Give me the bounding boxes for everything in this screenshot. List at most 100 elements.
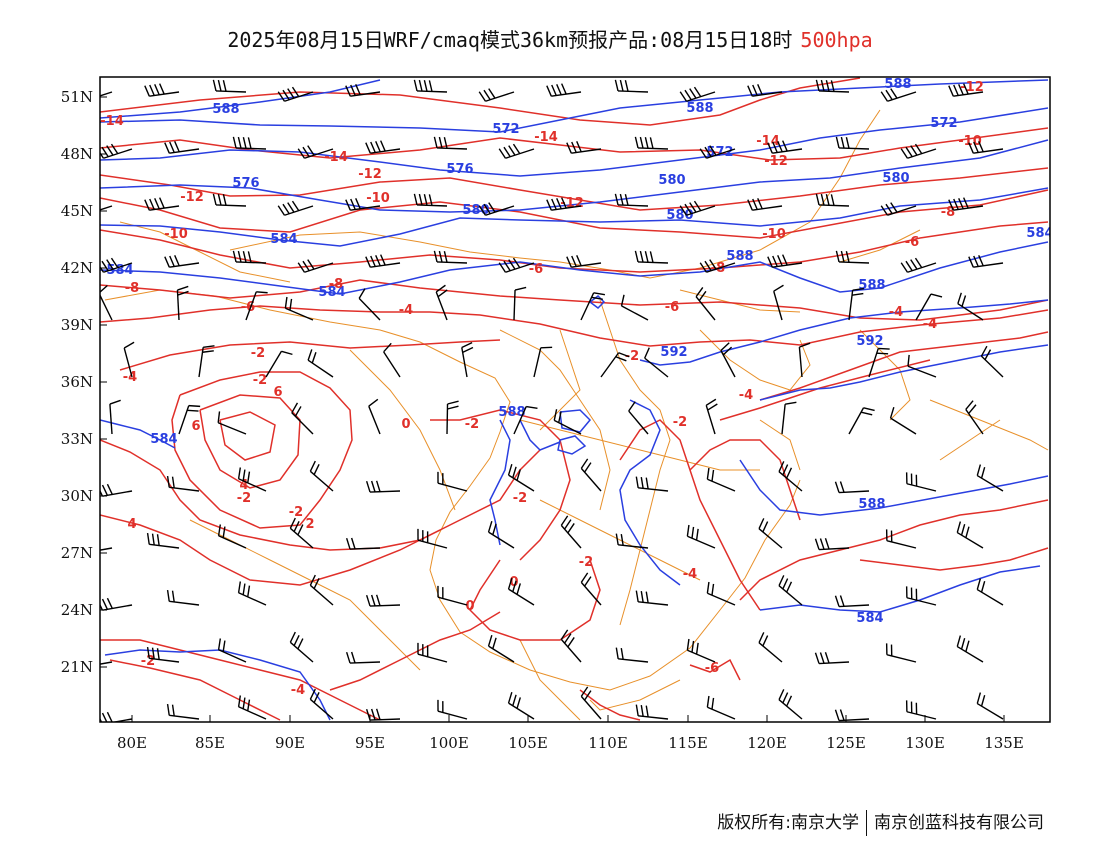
temperature-contour-label: -14 <box>534 130 558 145</box>
temperature-contour <box>689 658 741 681</box>
wind-barb-flag <box>277 205 286 216</box>
wind-barb-flag <box>503 260 511 272</box>
wind-barb <box>345 651 381 664</box>
wind-barb <box>834 709 870 722</box>
wind-barb-flag <box>237 581 242 593</box>
wind-barb <box>758 632 783 663</box>
wind-barb <box>679 86 716 102</box>
wind-barb <box>560 515 582 549</box>
wind-barb <box>634 250 669 264</box>
wind-barb-flag <box>593 292 606 296</box>
wind-barb <box>767 254 803 268</box>
wind-barb-shaft <box>560 638 582 663</box>
wind-barb <box>383 342 401 378</box>
wind-barb <box>437 585 468 606</box>
wind-barb-shaft <box>580 695 602 720</box>
wind-barb-flag <box>978 141 984 153</box>
wind-barb <box>498 143 535 159</box>
copyright-credit: 版权所有:南京大学 南京创蓝科技有限公司 <box>717 808 1044 836</box>
wind-barb-shaft <box>508 702 535 720</box>
wind-barb <box>146 646 180 663</box>
wind-barb <box>212 193 247 207</box>
wind-barb-flag <box>758 518 765 530</box>
wind-barb-flag <box>773 284 784 292</box>
wind-barb-flag <box>706 467 710 480</box>
wind-barb-flag <box>365 142 371 154</box>
height-contour-label: 584 <box>150 432 177 447</box>
lat-tick-label: 27N <box>61 544 93 562</box>
wind-barb-flag <box>447 405 459 410</box>
boundary-line <box>539 329 581 431</box>
wind-barb-flag <box>640 477 644 489</box>
wind-barb-flag <box>443 137 448 149</box>
lat-tick-label: 33N <box>61 430 93 448</box>
wind-barb-flag <box>284 296 288 309</box>
temperature-contour-label: -10 <box>164 227 188 242</box>
wind-barb-shaft <box>103 262 133 273</box>
height-contour-label: 588 <box>212 102 239 117</box>
wind-barb-flag <box>428 80 433 92</box>
wind-barb-flag <box>232 250 237 263</box>
credit-separator <box>866 810 867 836</box>
wind-barb-shaft <box>461 347 468 378</box>
wind-barb-flag <box>772 141 778 153</box>
wind-barb <box>487 634 515 663</box>
wind-barb-flag <box>980 345 988 357</box>
wind-barb-flag <box>973 255 979 267</box>
wind-barb-flag <box>639 136 644 149</box>
temperature-contour-label: -2 <box>253 373 267 388</box>
wind-barb <box>365 708 401 721</box>
wind-barb-flag <box>512 694 517 706</box>
wind-barb <box>705 398 718 435</box>
wind-barb <box>706 695 736 720</box>
height-contour-label: 584 <box>318 285 345 300</box>
title-text: 2025年08月15日WRF/cmaq模式36km预报产品:08月15日18时 <box>227 28 793 52</box>
wind-barb-flag <box>478 91 487 102</box>
wind-barb-flag <box>819 538 825 550</box>
height-contour <box>739 459 1049 516</box>
wind-barb-flag <box>483 203 491 215</box>
wind-barb-flag <box>910 587 913 599</box>
temperature-contour-label: -12 <box>960 80 984 95</box>
wind-barb <box>307 349 334 378</box>
wind-barb-flag <box>948 199 954 211</box>
wind-barb <box>291 402 314 435</box>
wind-barb-flag <box>546 85 552 97</box>
wind-barb-shaft <box>621 305 649 321</box>
wind-barb-flag <box>814 538 820 550</box>
lat-tick-label: 36N <box>61 373 93 391</box>
wind-barb <box>720 342 736 378</box>
wind-barb-flag <box>426 645 429 657</box>
wind-barb-flag <box>217 524 222 536</box>
wind-barb-flag <box>437 289 448 298</box>
height-contour-label: 572 <box>492 122 519 137</box>
temperature-contour-label: -12 <box>180 190 204 205</box>
wind-barb-flag <box>512 466 517 478</box>
wind-barb-flag <box>309 688 316 700</box>
temperature-contour-label: 0 <box>509 575 518 590</box>
wind-barb-flag <box>156 534 160 546</box>
wind-barb-flag <box>247 471 251 483</box>
wind-barb-shaft <box>369 604 401 607</box>
wind-barb-shaft <box>368 405 381 435</box>
wind-barb-flag <box>580 458 589 469</box>
wind-barb-flag <box>311 351 317 364</box>
wind-barb-flag <box>417 528 419 541</box>
wind-barb-flag <box>566 256 572 268</box>
wind-barb <box>580 458 602 492</box>
wind-barb <box>905 586 937 606</box>
wind-barb-flag <box>644 137 649 149</box>
wind-barb-flag <box>100 284 108 294</box>
wind-barb <box>758 518 783 549</box>
temperature-contour-label: 4 <box>239 478 248 493</box>
boundary-line <box>929 399 1049 451</box>
wind-barb-flag <box>556 198 562 210</box>
wind-barb-flag <box>151 647 155 660</box>
map-title: 2025年08月15日WRF/cmaq模式36km预报产品:08月15日18时 5… <box>0 24 1100 53</box>
wind-barb-flag <box>516 697 521 709</box>
wind-barb-flag <box>282 89 290 101</box>
wind-barb-flag <box>957 292 962 304</box>
wind-barb <box>767 140 803 154</box>
temperature-contour-label: -6 <box>529 262 543 277</box>
wind-barb-flag <box>109 399 121 405</box>
